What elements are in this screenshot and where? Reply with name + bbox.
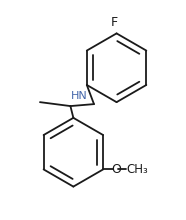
Text: CH₃: CH₃ [127, 163, 148, 176]
Text: O: O [111, 163, 121, 176]
Text: F: F [111, 16, 118, 29]
Text: HN: HN [71, 91, 88, 101]
